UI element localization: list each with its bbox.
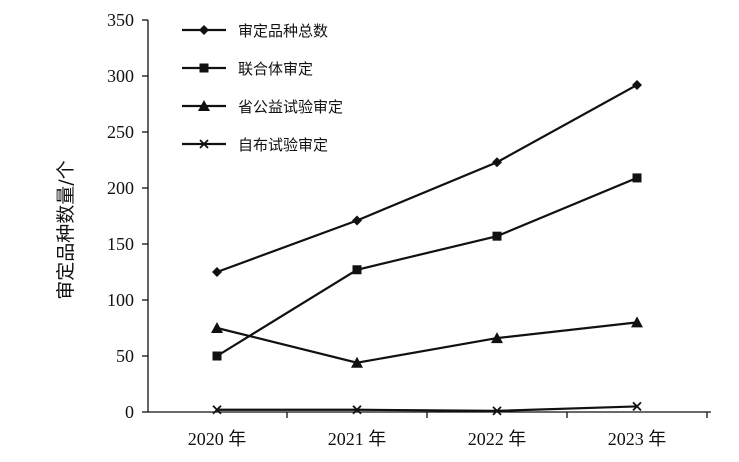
y-tick-label: 100: [107, 290, 134, 310]
y-tick-label: 250: [107, 122, 134, 142]
legend-label: 审定品种总数: [238, 22, 328, 40]
series-line: [216, 176, 638, 357]
data-point: [631, 316, 643, 328]
data-point: [492, 157, 502, 168]
x-tick-label: 2023 年: [608, 429, 667, 449]
legend-marker: [199, 25, 209, 35]
y-tick-label: 50: [116, 346, 134, 366]
data-point: [212, 267, 222, 277]
series-layer: [211, 79, 643, 416]
legend-marker: [199, 63, 209, 73]
data-point: [352, 405, 362, 415]
y-tick-label: 200: [107, 178, 134, 198]
y-tick-label: 0: [125, 402, 134, 422]
legend-item: 审定品种总数: [182, 22, 328, 40]
legend-marker: [199, 139, 209, 149]
series-3: [211, 316, 643, 368]
legend-marker: [198, 100, 210, 111]
data-point: [211, 322, 223, 333]
legend-item: 自布试验审定: [182, 136, 328, 154]
x-tick-label: 2022 年: [468, 429, 527, 449]
series-4: [212, 401, 642, 416]
data-point: [351, 356, 363, 368]
series-2: [212, 173, 642, 361]
legend-item: 省公益试验审定: [182, 98, 343, 116]
data-point: [632, 173, 642, 183]
series-line: [216, 83, 638, 274]
y-axis-title: 审定品种数量/个: [55, 160, 77, 299]
legend-label: 自布试验审定: [238, 136, 328, 154]
y-axis-title-group: 审定品种数量/个: [55, 160, 77, 299]
data-point: [352, 265, 362, 275]
series-line: [216, 321, 638, 364]
data-point: [492, 406, 502, 416]
legend-label: 省公益试验审定: [238, 98, 343, 116]
x-ticks: 2020 年 2021 年 2022 年 2023 年: [188, 412, 708, 449]
series-line: [217, 405, 638, 412]
axes: [147, 20, 711, 413]
data-point: [212, 351, 222, 361]
data-point: [352, 215, 362, 226]
data-point: [491, 332, 503, 344]
x-tick-label: 2021 年: [328, 429, 387, 449]
y-tick-label: 150: [107, 234, 134, 254]
data-point: [212, 405, 222, 415]
x-tick-label: 2020 年: [188, 429, 247, 449]
y-tick-label: 300: [107, 66, 134, 86]
legend-item: 联合体审定: [182, 60, 313, 78]
series-1: [212, 79, 642, 277]
data-point: [492, 231, 502, 241]
data-point: [632, 79, 642, 90]
legend-label: 联合体审定: [238, 60, 313, 78]
y-tick-label: 350: [107, 10, 134, 30]
y-ticks: 0 50 100 150 200 250 300 350: [107, 10, 148, 422]
data-point: [632, 401, 642, 412]
